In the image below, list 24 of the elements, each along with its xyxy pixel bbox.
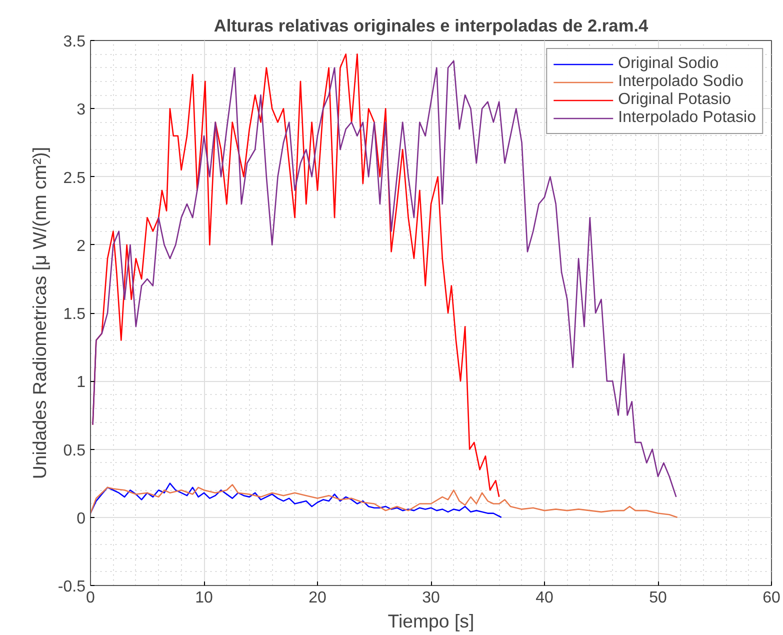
x-tick-label: 60 xyxy=(762,590,780,606)
y-tick-label: 3.5 xyxy=(63,34,86,50)
y-tick-label: -0.5 xyxy=(58,578,86,596)
x-tick-label: 30 xyxy=(422,590,440,606)
y-tick-label: 1.5 xyxy=(63,306,86,323)
legend-label: Interpolado Sodio xyxy=(618,73,744,91)
x-tick-label: 10 xyxy=(195,590,213,606)
y-axis-title: Unidades Radiometricas [μ W/(nm cm²)] xyxy=(28,146,50,480)
y-tick-label: 1 xyxy=(76,374,86,392)
line-series xyxy=(90,484,678,518)
x-tick-label: 50 xyxy=(649,590,667,606)
x-tick-label: 20 xyxy=(308,590,326,606)
x-axis-title: Tiempo [s] xyxy=(388,610,474,632)
y-tick-label: 3 xyxy=(76,102,86,119)
legend-label: Interpolado Potasio xyxy=(618,109,756,127)
line-series xyxy=(90,482,502,518)
y-tick-label: 2.5 xyxy=(63,170,86,187)
x-tick-label: 40 xyxy=(536,590,554,606)
y-tick-label: 0.5 xyxy=(63,442,86,460)
legend-label: Original Sodio xyxy=(618,55,719,73)
y-tick-label: 2 xyxy=(76,238,86,255)
chart-title: Alturas relativas originales e interpoladas de 2.ram.4 xyxy=(214,16,649,36)
y-tick-label: 0 xyxy=(76,510,86,528)
legend-label: Original Potasio xyxy=(618,91,732,109)
